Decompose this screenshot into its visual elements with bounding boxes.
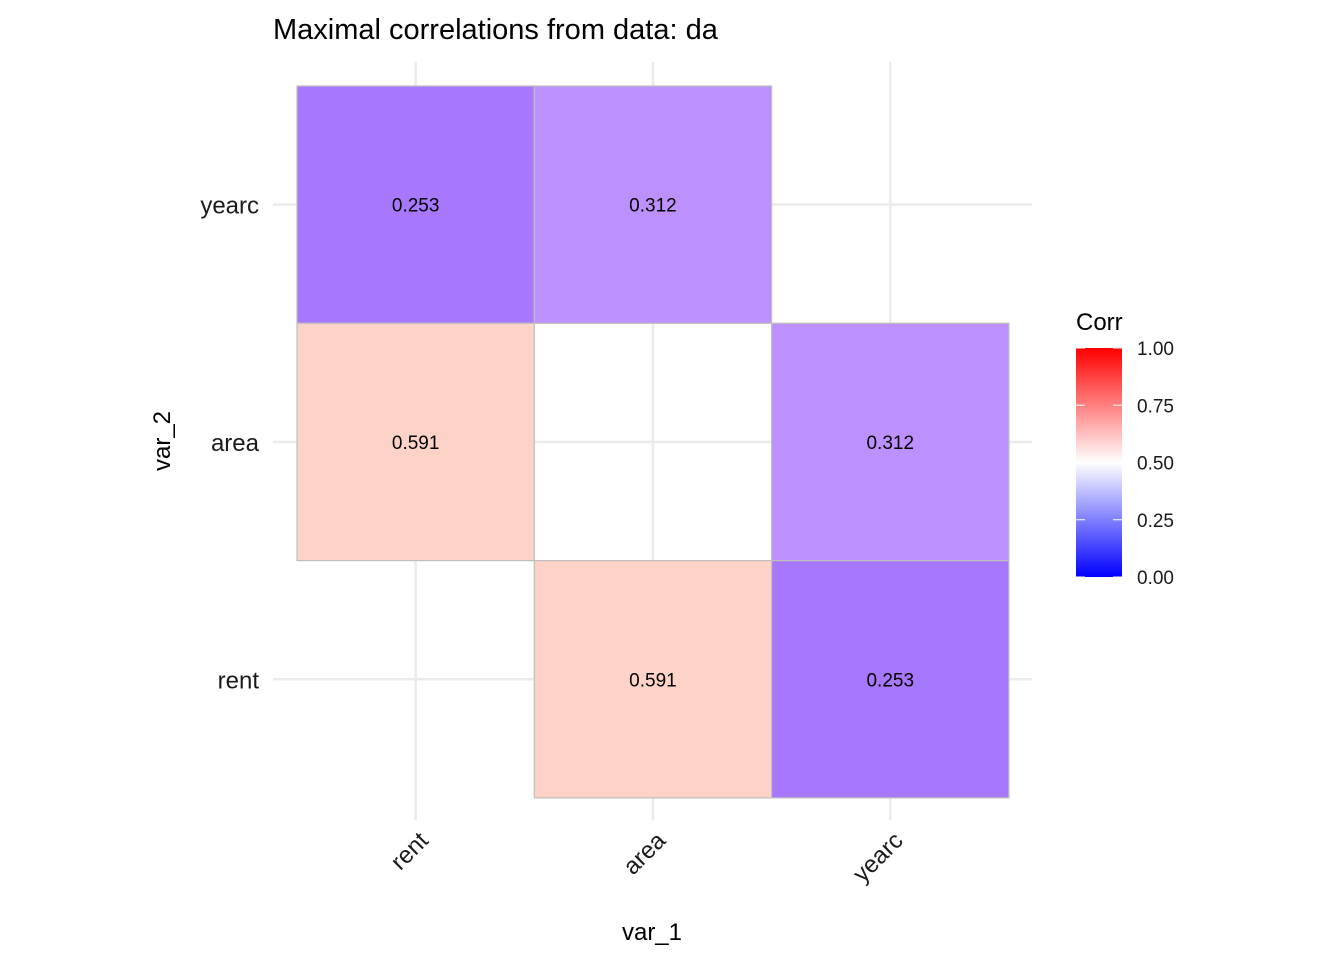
chart-title: Maximal correlations from data: da: [273, 14, 719, 46]
heatmap-tile: [296, 322, 535, 562]
legend-tick-label: 0.00: [1137, 568, 1174, 589]
legend-tick-label: 0.75: [1137, 396, 1174, 417]
heatmap-tile: [533, 85, 773, 324]
x-tick-label: area: [618, 827, 672, 881]
y-tick-label: rent: [218, 667, 260, 694]
legend-tick-label: 0.25: [1137, 511, 1174, 532]
y-axis-title: var_2: [149, 411, 176, 471]
x-axis-ticks: rent area yearc: [386, 827, 909, 888]
cell-value-label: 0.312: [629, 196, 677, 217]
heatmap-tile: [770, 559, 1010, 799]
cell-value-label: 0.253: [866, 670, 914, 691]
x-axis-title: var_1: [622, 919, 682, 946]
color-legend: Corr 1.00 0.75 0.50 0.25 0.00: [1076, 309, 1174, 589]
y-tick-label: area: [211, 430, 260, 457]
y-axis-ticks: rent area yearc: [200, 193, 259, 695]
cell-value-label: 0.253: [392, 196, 440, 217]
x-tick-label: yearc: [848, 827, 909, 888]
y-tick-label: yearc: [200, 193, 259, 220]
heatmap-tile: [533, 559, 773, 799]
heatmap-tile: [296, 85, 535, 324]
heatmap-tiles: 0.253 0.312 0.591 0.312 0.591 0.253: [296, 85, 1010, 799]
legend-tick-label: 0.50: [1137, 454, 1174, 475]
legend-title: Corr: [1076, 309, 1123, 336]
x-tick-label: rent: [386, 827, 435, 876]
cell-value-label: 0.312: [866, 433, 914, 454]
cell-value-label: 0.591: [629, 670, 677, 691]
heatmap-tile: [770, 322, 1010, 562]
legend-tick-label: 1.00: [1137, 339, 1174, 360]
cell-value-label: 0.591: [392, 433, 440, 454]
